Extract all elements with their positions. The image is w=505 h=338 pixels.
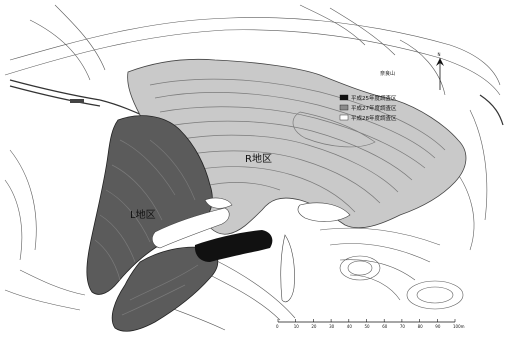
scale-bar: 0 10 20 30 40 50 60 70 80 90 100m (276, 319, 465, 329)
scale-tick-label: 100m (453, 324, 465, 329)
l-area (86, 115, 219, 332)
l-area-shape (86, 115, 213, 295)
h25-survey-area (194, 230, 273, 262)
north-arrow: N (436, 52, 444, 90)
legend-swatch-h28 (339, 114, 349, 121)
scale-tick-label: 40 (347, 324, 353, 329)
l-area-label: L地区 (130, 208, 156, 221)
north-arrow-label: N (438, 52, 441, 57)
scale-tick-label: 30 (329, 324, 335, 329)
scale-tick-label: 90 (435, 324, 441, 329)
legend-swatch-h27 (339, 104, 349, 111)
scale-tick-label: 50 (365, 324, 371, 329)
legend-label-h25: 平成25年度調査区 (351, 94, 397, 102)
scale-tick-label: 80 (418, 324, 424, 329)
legend-swatch-h25 (339, 94, 349, 101)
scale-tick-label: 20 (311, 324, 317, 329)
scale-tick-label: 70 (400, 324, 406, 329)
place-name-label: 奈良山 (380, 70, 395, 77)
legend: 平成25年度調査区 平成27年度調査区 平成28年度調査区 (339, 94, 397, 122)
r-area (127, 58, 467, 235)
scale-tick-label: 60 (382, 324, 388, 329)
legend-label-h28: 平成28年度調査区 (351, 114, 397, 122)
road-marker (70, 99, 84, 103)
legend-label-h27: 平成27年度調査区 (351, 104, 397, 112)
r-area-label: R地区 (245, 152, 272, 165)
scale-tick-label: 10 (294, 324, 300, 329)
h28-survey-areas (151, 197, 351, 303)
scale-tick-label: 0 (276, 324, 279, 329)
